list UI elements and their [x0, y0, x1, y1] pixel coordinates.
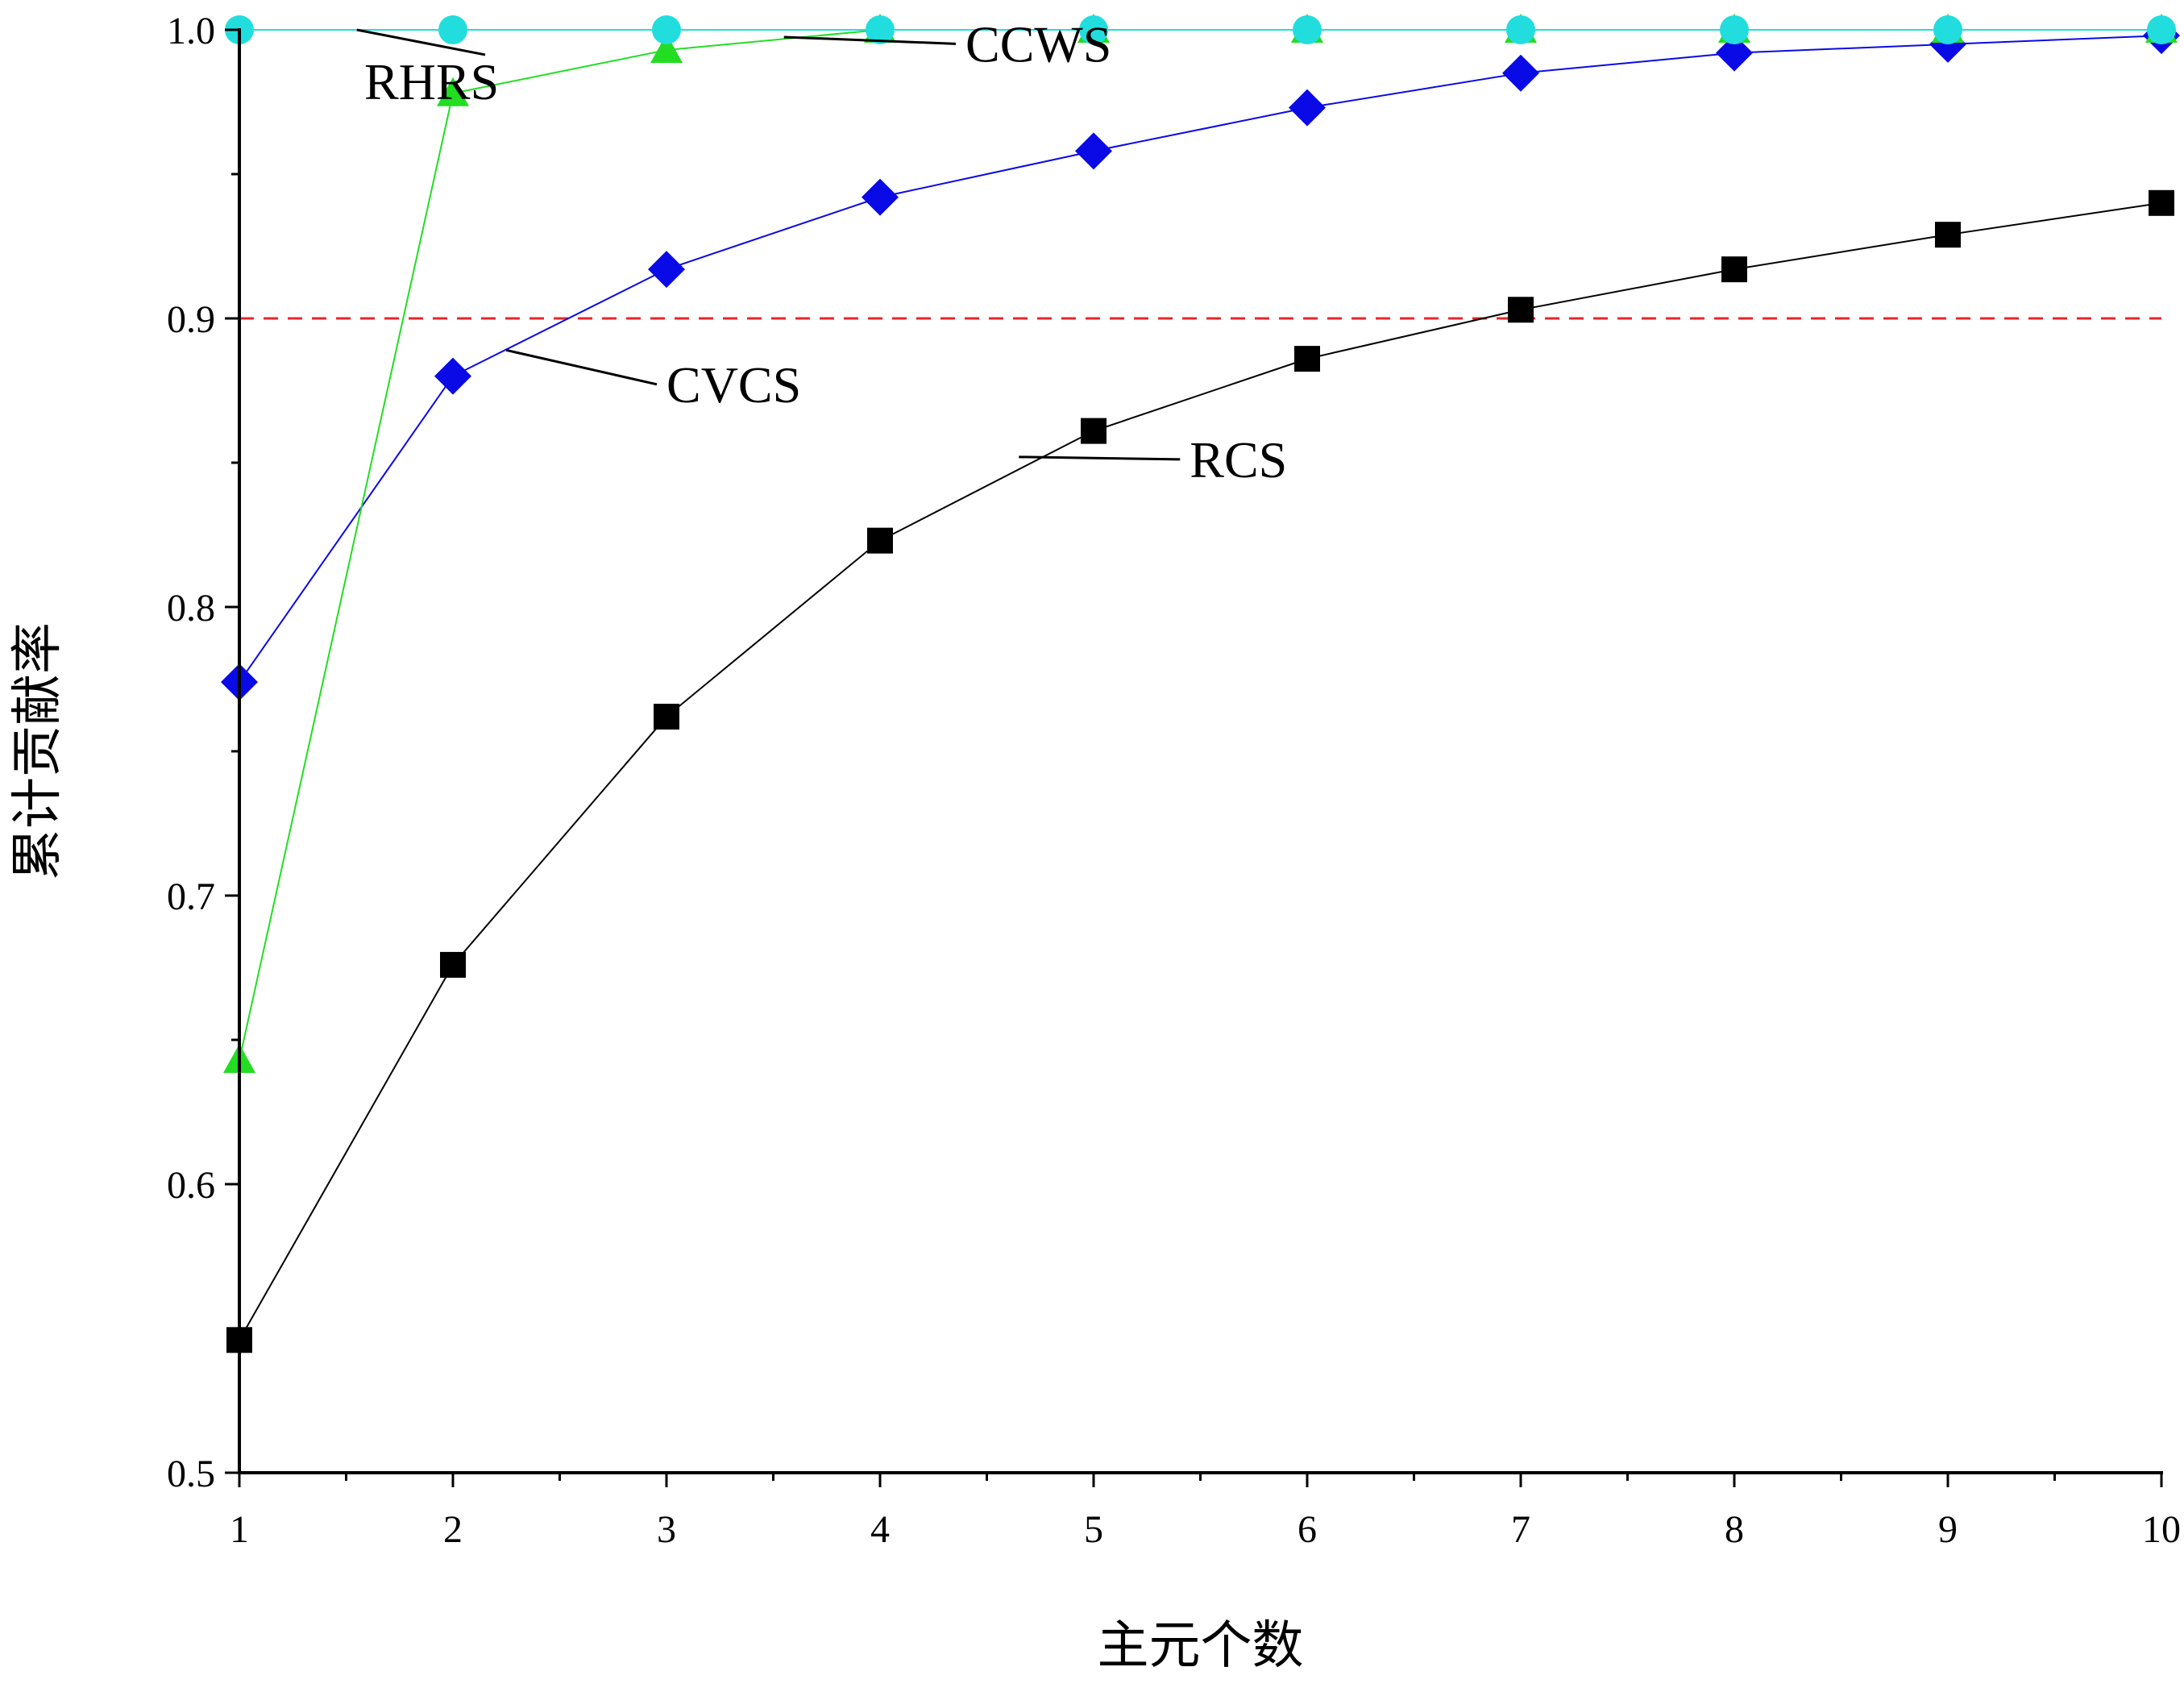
data-point-rhrs-4	[866, 15, 895, 44]
series-rhrs	[225, 15, 2176, 44]
data-point-rhrs-3	[652, 15, 681, 44]
x-tick-label: 7	[1511, 1508, 1530, 1551]
data-point-rcs-2	[440, 951, 466, 978]
annotation-rhrs-label: RHRS	[364, 53, 499, 110]
y-tick-label: 0.7	[167, 875, 215, 918]
x-tick-label: 8	[1725, 1508, 1744, 1551]
annotation-cvcs-label: CVCS	[666, 356, 801, 414]
annotation-ccws-label: CCWS	[965, 15, 1111, 73]
data-point-rhrs-5	[1079, 15, 1108, 44]
annotation-ccws: CCWS	[783, 15, 1111, 73]
x-tick-label: 2	[443, 1508, 463, 1551]
tick-label-layer: 0.5 0.6 0.7 0.8 0.9 1.0 1 2 3 4 5 6 7 8 9 10	[167, 10, 2181, 1551]
data-point-rhrs-2	[438, 15, 467, 44]
data-point-cvcs-5	[1075, 132, 1112, 170]
annotation-ccws-leader-line	[783, 35, 957, 45]
x-tick-label: 9	[1938, 1508, 1958, 1551]
y-tick-label: 0.9	[167, 298, 215, 341]
data-point-rcs-6	[1294, 346, 1320, 372]
data-point-ccws-3	[650, 34, 683, 64]
axis-layer	[225, 28, 2163, 1487]
series-line-ccws	[239, 29, 2161, 1061]
x-axis-title: 主元个数	[1098, 1616, 1304, 1676]
data-point-cvcs-4	[862, 178, 899, 216]
x-tick-label: 6	[1298, 1508, 1317, 1551]
data-point-rhrs-9	[1933, 15, 1962, 44]
data-point-rcs-10	[2149, 189, 2174, 216]
data-point-cvcs-6	[1289, 89, 1326, 127]
data-point-rhrs-6	[1293, 15, 1322, 44]
x-tick-label: 1	[230, 1508, 249, 1551]
y-tick-label: 0.8	[167, 587, 215, 630]
series-layer	[221, 14, 2180, 1353]
y-tick-label: 0.6	[167, 1164, 215, 1207]
data-point-rhrs-7	[1506, 15, 1535, 44]
y-axis-title: 累计贡献率	[8, 622, 68, 880]
annotation-rcs-leader-line	[1019, 455, 1181, 461]
data-point-rcs-8	[1721, 256, 1747, 283]
data-point-rcs-3	[654, 704, 679, 730]
x-tick-label: 4	[870, 1508, 890, 1551]
x-tick-label: 5	[1084, 1508, 1103, 1551]
data-point-rcs-4	[867, 527, 893, 554]
series-line-rcs	[239, 202, 2162, 1341]
data-point-ccws-2	[437, 77, 469, 106]
data-point-rcs-9	[1935, 222, 1961, 248]
data-point-rhrs-8	[1720, 15, 1749, 44]
annotation-cvcs: CVCS	[505, 348, 801, 414]
series-cvcs	[221, 17, 2180, 701]
x-tick-label: 3	[657, 1508, 676, 1551]
annotation-rhrs: RHRS	[356, 28, 499, 110]
x-tick-label: 10	[2142, 1508, 2181, 1551]
data-point-cvcs-8	[1716, 34, 1753, 72]
annotation-rhrs-leader-line	[356, 28, 486, 56]
series-ccws	[223, 14, 2178, 1074]
data-point-cvcs-7	[1502, 54, 1539, 92]
data-point-cvcs-2	[434, 357, 471, 395]
y-tick-label: 1.0	[167, 10, 215, 52]
annotation-cvcs-leader-line	[505, 348, 658, 386]
data-point-rcs-7	[1508, 297, 1534, 323]
annotation-rcs-label: RCS	[1190, 431, 1287, 488]
data-point-cvcs-3	[648, 251, 685, 289]
annotation-rcs: RCS	[1019, 431, 1287, 488]
data-point-rhrs-10	[2147, 15, 2176, 44]
annotation-layer: RHRS CCWS CVCS RCS	[356, 15, 1287, 488]
series-rcs	[226, 189, 2174, 1353]
y-tick-label: 0.5	[167, 1453, 215, 1495]
data-point-rcs-5	[1081, 418, 1107, 444]
series-line-cvcs	[239, 35, 2162, 683]
